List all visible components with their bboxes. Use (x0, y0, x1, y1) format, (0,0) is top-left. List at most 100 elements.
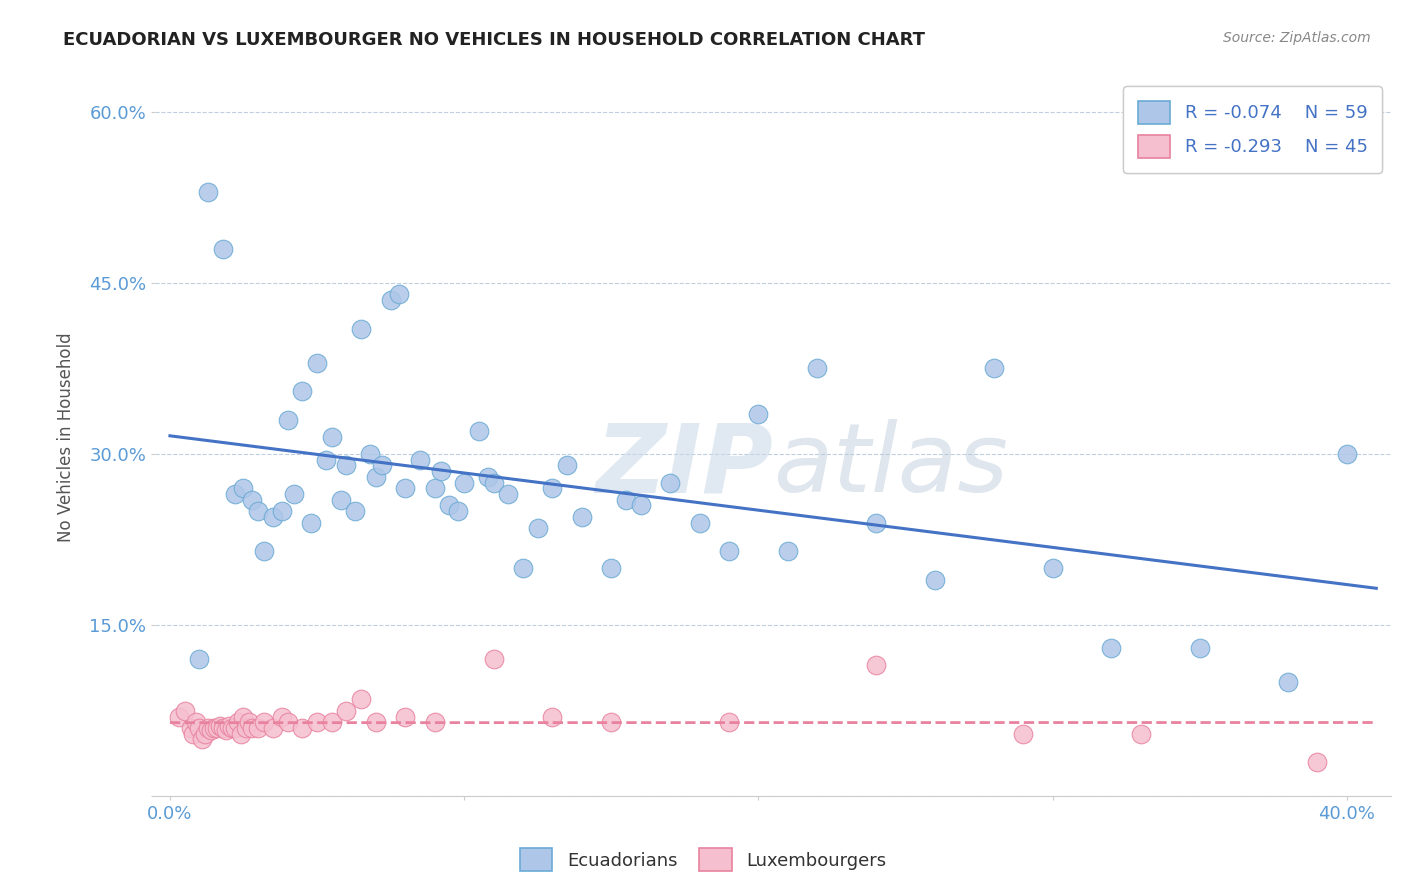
Point (1129, 727, 1152, 741)
Point (221, 721, 243, 735)
Point (183, 727, 205, 741)
Point (344, 504, 367, 518)
Point (240, 492, 263, 507)
Point (394, 481, 416, 495)
Point (305, 356, 328, 370)
Point (197, 721, 219, 735)
Point (1336, 447, 1358, 461)
Point (212, 721, 235, 735)
Point (191, 732, 214, 747)
Point (526, 521, 548, 535)
Point (477, 470, 499, 484)
Point (447, 504, 470, 518)
Point (299, 516, 322, 530)
Point (335, 458, 357, 473)
Point (212, 242, 235, 256)
Point (1042, 561, 1064, 575)
Point (188, 652, 211, 666)
Point (188, 721, 211, 735)
Point (453, 475, 475, 490)
Point (253, 544, 276, 558)
Point (350, 321, 373, 335)
Point (208, 719, 231, 733)
Point (717, 544, 740, 558)
Point (329, 492, 352, 507)
Point (571, 509, 593, 524)
Point (388, 287, 411, 301)
Point (423, 715, 446, 730)
Point (238, 715, 260, 730)
Point (806, 361, 828, 376)
Legend: R = -0.074    N = 59, R = -0.293    N = 45: R = -0.074 N = 59, R = -0.293 N = 45 (1123, 87, 1382, 172)
Point (1101, 641, 1123, 656)
Point (364, 715, 387, 730)
Point (186, 715, 208, 730)
Point (232, 709, 254, 723)
Point (291, 384, 314, 399)
Point (315, 452, 337, 467)
Point (277, 413, 299, 427)
Point (197, 185, 219, 199)
Point (776, 544, 799, 558)
Point (498, 487, 520, 501)
Point (371, 458, 394, 473)
Point (240, 721, 263, 735)
Point (350, 692, 373, 706)
Point (983, 361, 1005, 376)
Point (409, 452, 432, 467)
Point (865, 658, 887, 673)
Point (630, 499, 652, 513)
Point (482, 475, 505, 490)
Point (305, 715, 328, 730)
Point (614, 492, 637, 507)
Point (229, 727, 252, 741)
Point (291, 721, 314, 735)
Point (689, 516, 711, 530)
Point (321, 715, 343, 730)
Point (541, 481, 564, 495)
Point (1188, 641, 1211, 656)
Point (194, 727, 217, 741)
Point (555, 458, 578, 473)
Point (1012, 727, 1035, 741)
Point (173, 704, 195, 718)
Point (335, 704, 357, 718)
Text: ZIP: ZIP (595, 419, 773, 512)
Point (394, 709, 416, 723)
Point (1306, 755, 1329, 769)
Point (541, 709, 564, 723)
Text: Source: ZipAtlas.com: Source: ZipAtlas.com (1223, 31, 1371, 45)
Y-axis label: No Vehicles in Household: No Vehicles in Household (58, 332, 75, 541)
Point (270, 709, 292, 723)
Point (512, 561, 534, 575)
Point (321, 430, 343, 444)
Legend: Ecuadorians, Luxembourgers: Ecuadorians, Luxembourgers (513, 841, 893, 879)
Point (167, 709, 190, 723)
Point (482, 652, 505, 666)
Point (1277, 675, 1299, 690)
Point (247, 721, 270, 735)
Point (200, 723, 222, 738)
Point (215, 723, 238, 738)
Text: ECUADORIAN VS LUXEMBOURGER NO VEHICLES IN HOUSEHOLD CORRELATION CHART: ECUADORIAN VS LUXEMBOURGER NO VEHICLES I… (63, 31, 925, 49)
Point (262, 721, 284, 735)
Point (865, 516, 887, 530)
Point (380, 293, 402, 307)
Point (277, 715, 299, 730)
Point (232, 481, 254, 495)
Point (359, 447, 381, 461)
Point (226, 715, 249, 730)
Point (600, 715, 623, 730)
Point (924, 573, 946, 587)
Point (247, 504, 270, 518)
Point (235, 721, 257, 735)
Point (364, 470, 387, 484)
Point (429, 464, 451, 478)
Point (423, 481, 446, 495)
Point (205, 721, 228, 735)
Point (439, 499, 461, 513)
Point (224, 721, 246, 735)
Point (180, 721, 202, 735)
Text: atlas: atlas (773, 419, 1008, 512)
Point (717, 715, 740, 730)
